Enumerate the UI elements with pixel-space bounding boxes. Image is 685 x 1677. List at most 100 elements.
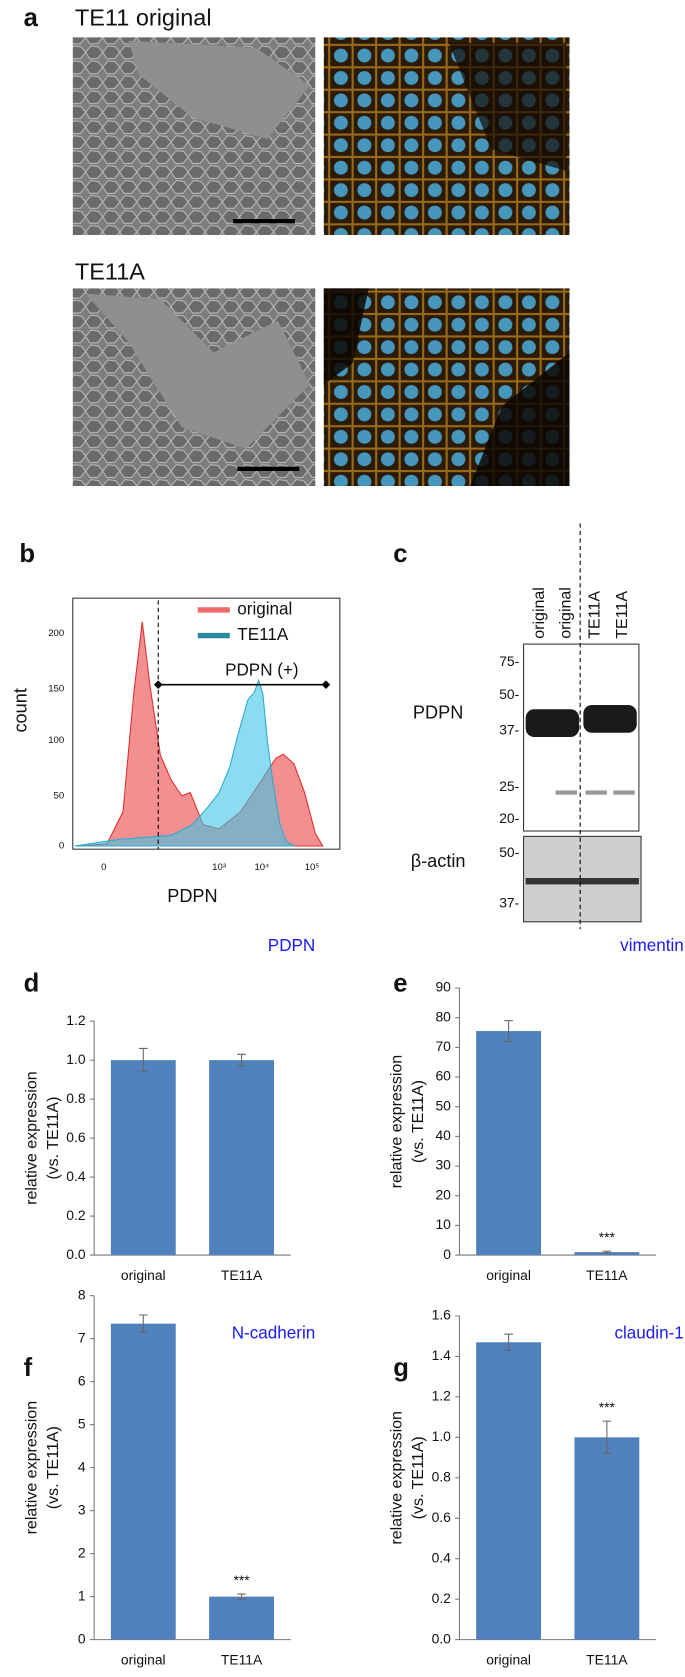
chart-title: PDPN [268, 936, 315, 955]
panel-letter: g [393, 1354, 409, 1382]
x-tick-label: TE11A [221, 1652, 263, 1668]
legend-label: TE11A [237, 625, 289, 644]
y-tick-label: 2 [78, 1544, 86, 1560]
marker: 50- [499, 844, 519, 860]
y-tick-label: 200 [48, 628, 64, 639]
row-title: TE11A [75, 259, 145, 285]
micrograph-region [128, 40, 310, 139]
y-tick-label: 0 [78, 1630, 86, 1646]
y-axis-label: (vs. TE11A) [409, 1436, 427, 1519]
y-tick-label: 50 [54, 790, 65, 801]
bar [209, 1596, 274, 1640]
y-tick-label: 1.6 [432, 1307, 452, 1323]
x-tick-label: original [121, 1267, 166, 1283]
y-axis-label: relative expression [388, 1411, 406, 1545]
bar [110, 1323, 176, 1640]
te11a-curve [74, 678, 296, 847]
marker: 20- [499, 810, 519, 826]
error-bar [602, 1420, 612, 1455]
x-tick-label: 10³ [212, 862, 227, 873]
error-bar [504, 1333, 513, 1351]
marker: 37- [499, 721, 519, 737]
x-tick-label: original [486, 1267, 531, 1283]
bar [476, 1342, 542, 1640]
x-tick-label: 10⁴ [254, 862, 269, 873]
error-bar [602, 1250, 612, 1254]
blot-name: β-actin [411, 851, 466, 871]
y-axis-label: (vs. TE11A) [44, 1426, 62, 1509]
y-axis-label: (vs. TE11A) [409, 1080, 427, 1163]
blot-name: PDPN [413, 702, 463, 722]
y-tick-label: 100 [48, 735, 64, 746]
micrograph-region [85, 293, 310, 449]
panel-letter: e [393, 970, 407, 998]
y-tick-label: 5 [78, 1415, 86, 1431]
y-tick-label: 60 [435, 1068, 451, 1084]
y-tick-label: 0.2 [66, 1207, 86, 1223]
y-tick-label: 40 [435, 1127, 451, 1143]
y-tick-label: 1.2 [432, 1388, 452, 1404]
y-tick-label: 1.0 [432, 1428, 452, 1444]
significance-label: *** [599, 1229, 616, 1245]
x-tick-label: 0 [101, 862, 106, 873]
x-axis-label: PDPN [167, 886, 217, 906]
gate-label: PDPN (+) [225, 660, 299, 679]
y-tick-label: 0.0 [66, 1246, 86, 1262]
panel-letter: a [24, 4, 39, 32]
marker: 50- [499, 686, 519, 702]
y-tick-label: 30 [435, 1157, 451, 1173]
y-tick-label: 10 [435, 1216, 451, 1232]
panel-letter: b [19, 540, 35, 568]
error-bar [237, 1053, 246, 1067]
error-bar [237, 1593, 246, 1600]
significance-label: *** [233, 1572, 250, 1588]
y-axis-label: relative expression [388, 1055, 406, 1189]
y-tick-label: 90 [435, 979, 451, 995]
y-tick-label: 0.6 [432, 1509, 452, 1525]
panel-letter: c [393, 540, 407, 568]
western-blot: original original TE11A TE11A 75- 50- 37… [411, 523, 642, 930]
y-tick-label: 0.2 [432, 1590, 452, 1606]
x-tick-label: original [121, 1652, 166, 1668]
panel-letter: f [24, 1354, 33, 1382]
y-axis-label: count [10, 688, 30, 732]
chart-title: claudin-1 [614, 1324, 683, 1343]
y-tick-label: 0.4 [66, 1168, 86, 1184]
bar [110, 1060, 176, 1256]
pdpn-bands [525, 704, 637, 738]
actin-band [525, 878, 639, 885]
y-tick-label: 1 [78, 1587, 86, 1603]
y-tick-label: 4 [78, 1458, 86, 1474]
x-tick-label: 10⁵ [305, 862, 320, 873]
y-tick-label: 0.6 [66, 1129, 86, 1145]
y-tick-label: 0 [443, 1246, 451, 1262]
x-tick-label: original [486, 1652, 531, 1668]
y-axis-label: relative expression [22, 1401, 40, 1535]
row-title: TE11 original [75, 4, 212, 30]
lane-label: original [530, 587, 548, 639]
error-bar [504, 1020, 513, 1042]
image-region [448, 42, 567, 171]
chart-title: vimentin [620, 936, 684, 955]
blot-frame [523, 643, 640, 832]
marker: 75- [499, 653, 519, 669]
y-axis-label: (vs. TE11A) [44, 1097, 62, 1180]
faint-bands [555, 790, 635, 795]
y-tick-label: 1.4 [432, 1347, 452, 1363]
error-bar [139, 1047, 148, 1073]
bar [476, 1031, 542, 1256]
y-tick-label: 6 [78, 1372, 86, 1388]
y-tick-label: 0.8 [66, 1090, 86, 1106]
lane-label: TE11A [585, 591, 603, 639]
marker: 37- [499, 894, 519, 910]
lane-label: original [557, 587, 575, 639]
y-tick-label: 7 [78, 1329, 86, 1345]
original-curve [74, 621, 324, 847]
y-tick-label: 0.0 [432, 1630, 452, 1646]
y-tick-label: 1.2 [66, 1012, 86, 1028]
y-tick-label: 150 [48, 683, 64, 694]
bar [209, 1060, 274, 1256]
significance-label: *** [599, 1399, 616, 1415]
